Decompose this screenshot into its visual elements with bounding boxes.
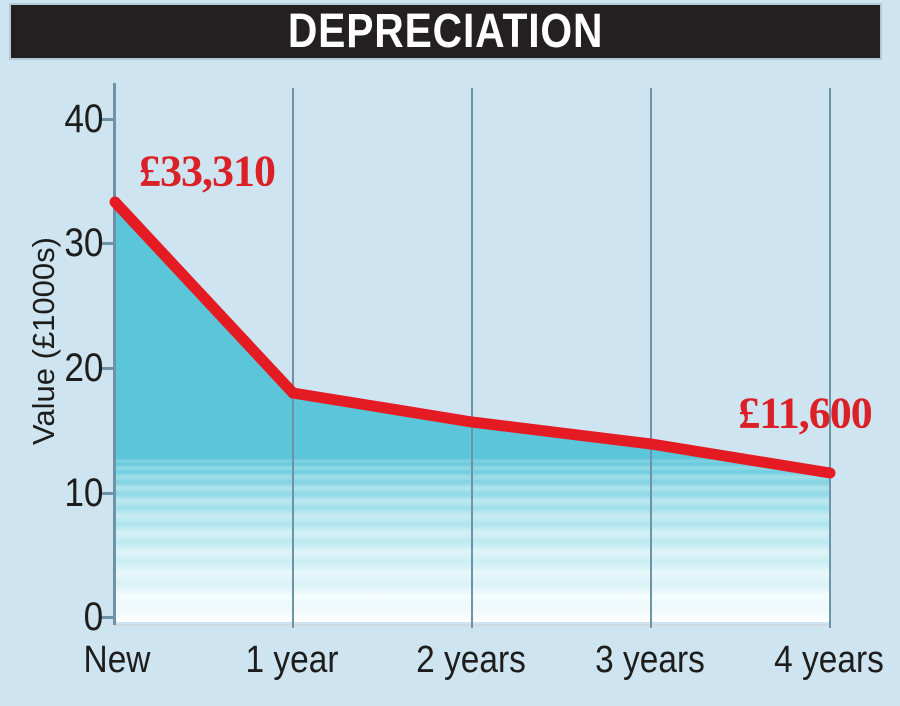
x-tick-label-3-years: 3 years bbox=[595, 639, 705, 681]
chart-title: DEPRECIATION bbox=[287, 5, 604, 58]
y-axis-line bbox=[113, 83, 116, 625]
annotation-new-value: £33,310 bbox=[139, 146, 276, 196]
y-tick-label-40: 40 bbox=[63, 97, 103, 141]
y-tick-30 bbox=[100, 242, 115, 245]
gridline-1-year bbox=[292, 88, 294, 628]
gridline-4-years bbox=[829, 88, 831, 628]
x-axis-baseline bbox=[115, 624, 831, 626]
gridline-2-years bbox=[471, 88, 473, 628]
y-tick-label-10: 10 bbox=[63, 471, 103, 515]
x-tick-label-new: New bbox=[83, 639, 151, 681]
y-tick-label-30: 30 bbox=[63, 221, 103, 265]
y-tick-0 bbox=[100, 616, 115, 619]
x-tick-label-2-years: 2 years bbox=[416, 639, 526, 681]
y-tick-10 bbox=[100, 492, 115, 495]
y-tick-20 bbox=[100, 367, 115, 370]
y-tick-40 bbox=[100, 118, 115, 121]
y-tick-label-0: 0 bbox=[83, 595, 103, 639]
x-tick-label-4-years: 4 years bbox=[774, 639, 884, 681]
y-axis-title: Value (£1000s) bbox=[26, 237, 61, 445]
annotation-4-years-value: £11,600 bbox=[738, 388, 873, 438]
chart-title-bar: DEPRECIATION bbox=[9, 3, 882, 60]
y-tick-label-20: 20 bbox=[63, 346, 103, 390]
x-tick-label-1-year: 1 year bbox=[245, 639, 339, 681]
gridline-3-years bbox=[650, 88, 652, 628]
